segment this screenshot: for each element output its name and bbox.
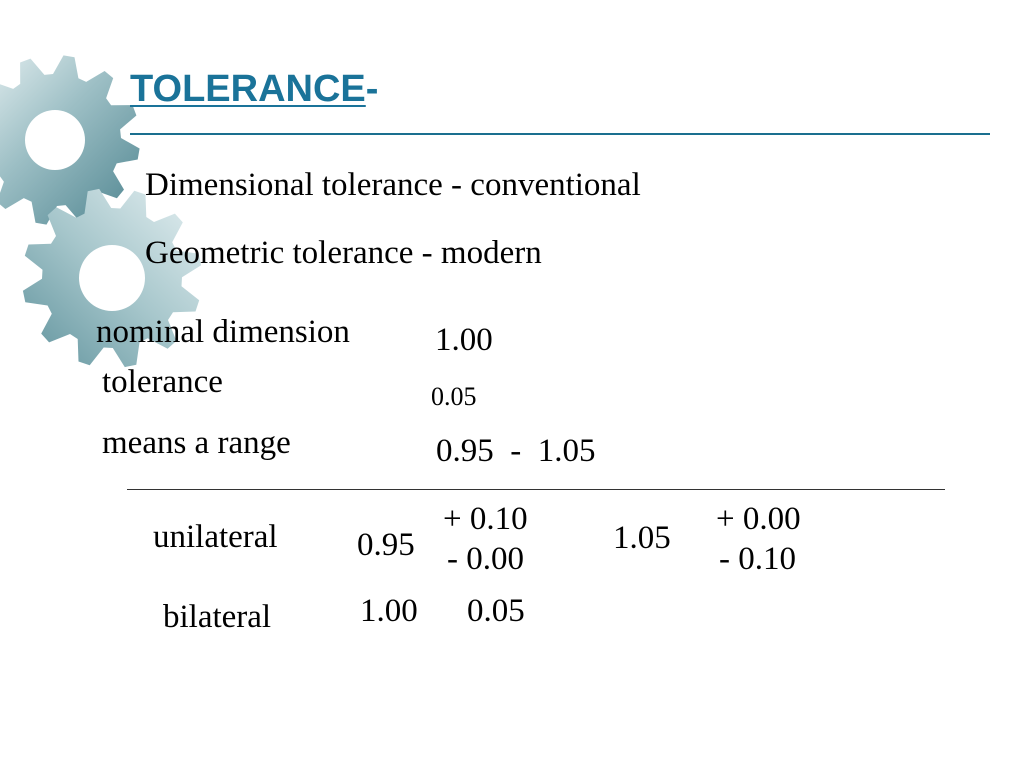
gear-decoration — [0, 55, 202, 368]
range-value: 0.95 - 1.05 — [436, 433, 596, 469]
unilateral-right-upper: + 0.00 — [716, 501, 801, 537]
slide-title: TOLERANCE- — [130, 68, 379, 110]
gear-icon — [22, 188, 202, 368]
unilateral-right-base: 1.05 — [613, 520, 671, 556]
bullet-geometric: Geometric tolerance - modern — [145, 235, 542, 271]
title-underline — [130, 133, 990, 135]
bullet-dimensional: Dimensional tolerance - conventional — [145, 167, 641, 203]
unilateral-left-lower: - 0.00 — [447, 541, 524, 577]
unilateral-left-base: 0.95 — [357, 527, 415, 563]
bilateral-tolerance: 0.05 — [467, 593, 525, 629]
nominal-label: nominal dimension — [96, 314, 350, 350]
divider-line — [127, 489, 945, 490]
unilateral-left-upper: + 0.10 — [443, 501, 528, 537]
unilateral-right-lower: - 0.10 — [719, 541, 796, 577]
gear-icon — [0, 55, 140, 225]
bilateral-label: bilateral — [163, 599, 272, 635]
range-label: means a range — [102, 425, 291, 461]
bilateral-base: 1.00 — [360, 593, 418, 629]
unilateral-label: unilateral — [153, 519, 278, 555]
nominal-value: 1.00 — [435, 322, 493, 358]
tolerance-value: 0.05 — [431, 382, 477, 411]
tolerance-label: tolerance — [102, 364, 223, 400]
